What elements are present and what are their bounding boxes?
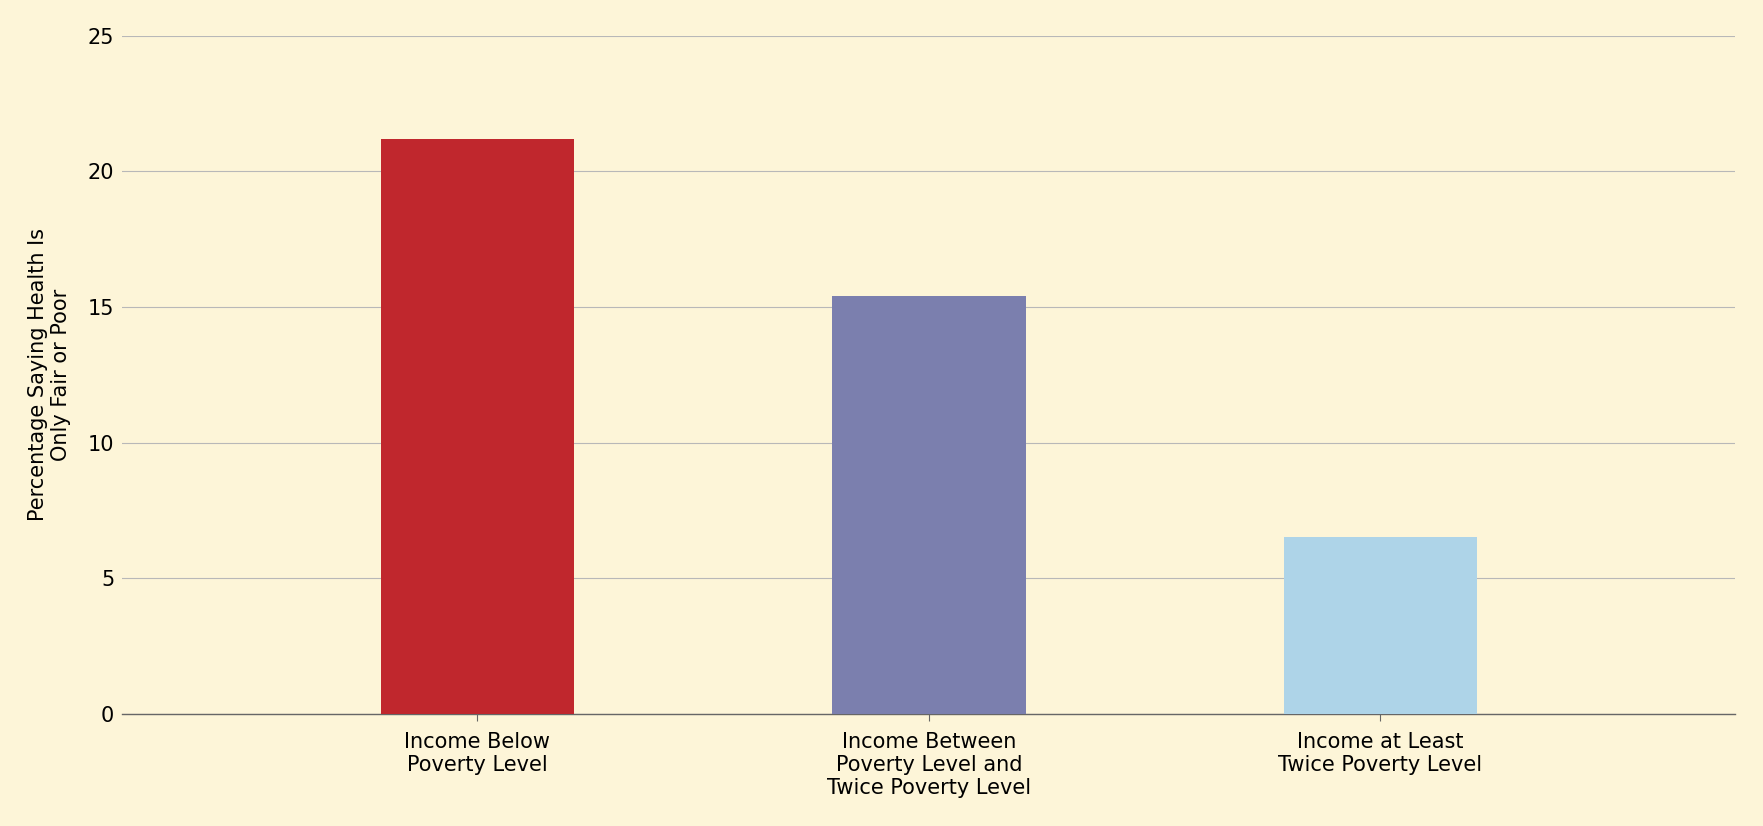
Bar	[1283, 538, 1477, 714]
Bar	[832, 297, 1026, 714]
Bar	[381, 139, 575, 714]
Y-axis label: Percentage Saying Health Is
Only Fair or Poor: Percentage Saying Health Is Only Fair or…	[28, 228, 71, 521]
